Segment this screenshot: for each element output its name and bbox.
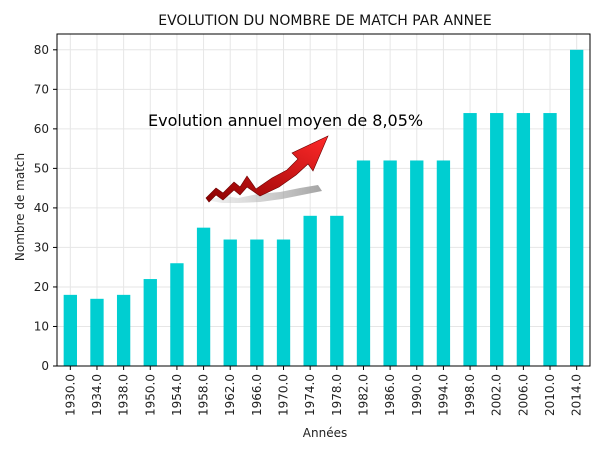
x-tick-label: 1930.0: [63, 374, 77, 416]
bar: [330, 215, 344, 366]
x-axis-label: Années: [303, 426, 347, 440]
y-tick-label: 80: [34, 43, 49, 57]
y-tick-label: 50: [34, 161, 49, 175]
bar: [223, 239, 237, 366]
bar: [63, 294, 77, 366]
rising-red-arrow-icon: [205, 135, 329, 203]
x-tick-label: 2006.0: [516, 374, 530, 416]
x-tick-label: 1966.0: [250, 374, 264, 416]
growth-annotation: Evolution annuel moyen de 8,05%: [148, 111, 423, 130]
bar: [410, 160, 424, 366]
y-tick-label: 70: [34, 82, 49, 96]
x-tick-label: 1934.0: [90, 374, 104, 416]
y-tick-label: 40: [34, 201, 49, 215]
y-tick-label: 0: [41, 359, 49, 373]
bar: [116, 294, 131, 366]
y-tick-label: 30: [34, 240, 49, 254]
x-tick-label: 2002.0: [490, 374, 504, 416]
bar: [490, 113, 504, 366]
bar: [383, 160, 397, 366]
bar: [250, 239, 264, 366]
bar: [570, 49, 584, 367]
y-tick-label: 10: [34, 319, 49, 333]
y-tick-label: 20: [34, 280, 49, 294]
bar: [356, 160, 371, 366]
x-tick-label: 2010.0: [543, 374, 557, 416]
x-tick-label: 1958.0: [197, 374, 211, 416]
bar: [90, 298, 104, 366]
bar: [543, 113, 557, 366]
x-tick-label: 1938.0: [117, 374, 131, 416]
bar: [170, 263, 184, 366]
x-tick-label: 1978.0: [330, 374, 344, 416]
plot-frame: [56, 33, 591, 367]
x-tick-label: 1970.0: [277, 374, 291, 416]
bar: [143, 279, 157, 366]
bar: [303, 215, 317, 366]
grid: [57, 34, 590, 367]
x-tick-label: 1974.0: [303, 374, 317, 416]
y-tick-label: 60: [34, 122, 49, 136]
bar: [463, 113, 477, 366]
x-tick-label: 2014.0: [570, 374, 584, 416]
bar: [276, 239, 291, 366]
x-tick-label: 1998.0: [463, 374, 477, 416]
chart-title: EVOLUTION DU NOMBRE DE MATCH PAR ANNEE: [158, 13, 492, 29]
x-tick-label: 1990.0: [410, 374, 424, 416]
y-axis-label: Nombre de match: [13, 153, 27, 261]
bars: [63, 49, 584, 367]
y-axis-ticks: 0 10 20 30 40 50 60 70 80: [34, 43, 57, 373]
x-tick-label: 1982.0: [356, 374, 370, 416]
bar: [516, 113, 531, 366]
x-tick-label: 1986.0: [383, 374, 397, 416]
x-tick-label: 1954.0: [170, 374, 184, 416]
bar: [196, 227, 211, 366]
x-tick-label: 1994.0: [436, 374, 450, 416]
x-axis-ticks: 1930.0 1934.0 1938.0 1950.0 1954.0 1958.0 1962…: [63, 366, 584, 416]
x-tick-label: 1950.0: [143, 374, 157, 416]
x-tick-label: 1962.0: [223, 374, 237, 416]
bar: [436, 160, 451, 366]
